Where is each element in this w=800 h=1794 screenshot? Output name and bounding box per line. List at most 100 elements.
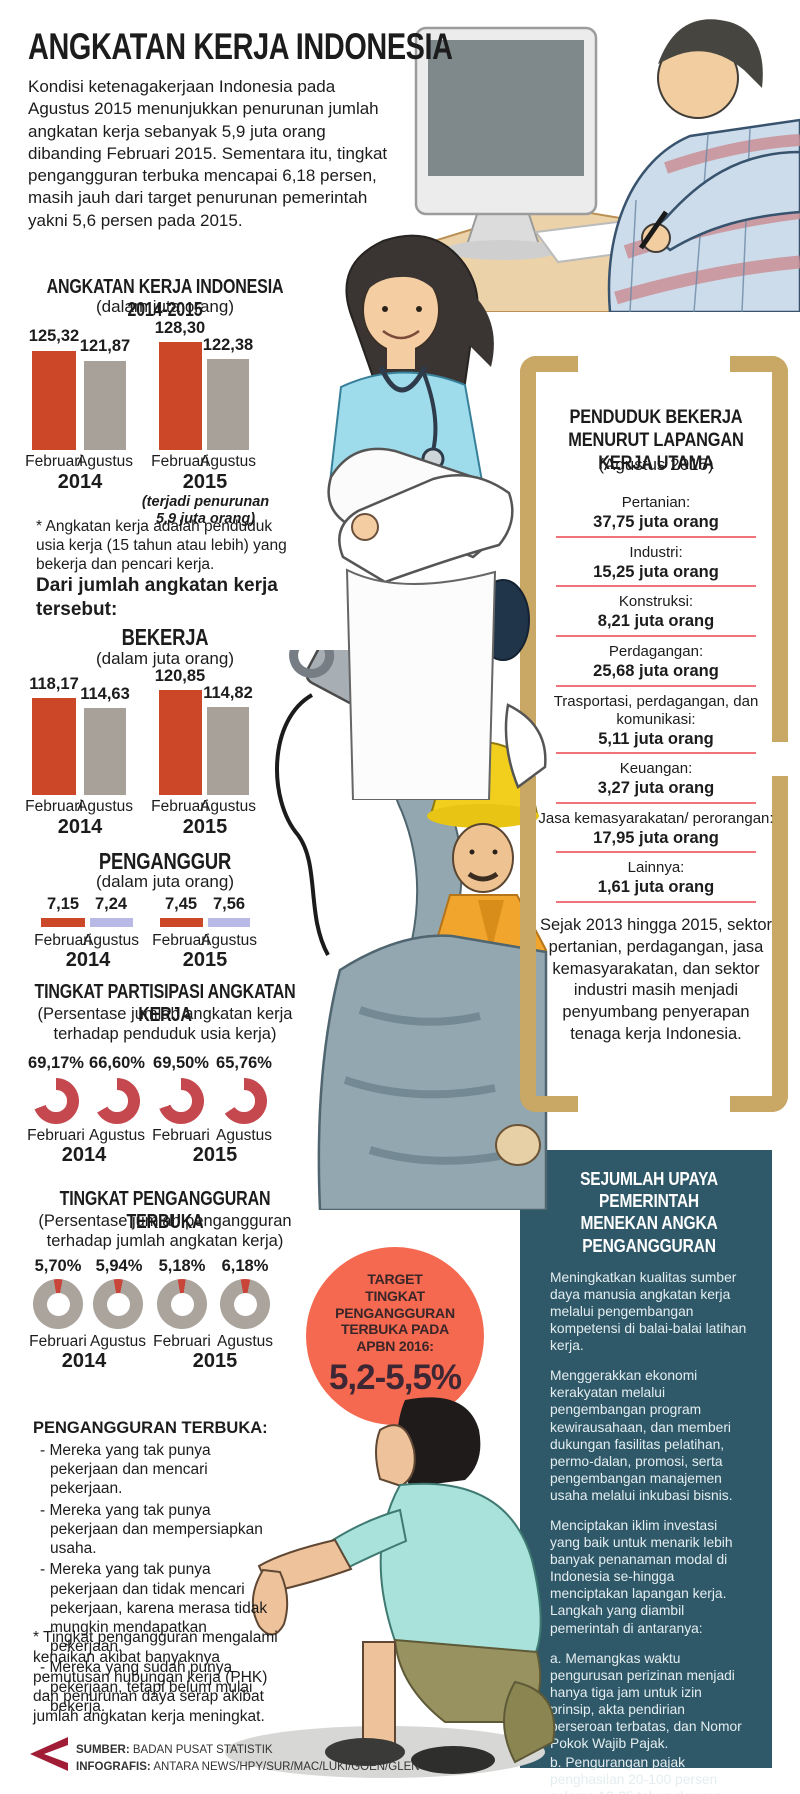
year-label: 2015 bbox=[182, 949, 228, 971]
divider bbox=[556, 634, 756, 637]
sector-value: 15,25 juta orang bbox=[593, 562, 719, 581]
footer-infografis: INFOGRAFIS: ANTARA NEWS/HPY/SUR/MAC/LUKI… bbox=[76, 1759, 420, 1776]
lower-glove bbox=[495, 1124, 541, 1166]
pen bbox=[638, 210, 669, 250]
donut-value: 6,18% bbox=[221, 1257, 269, 1275]
month-label: Februari bbox=[151, 798, 209, 815]
sumber-label: SUMBER: bbox=[76, 1744, 130, 1756]
man-at-desk-illustration bbox=[398, 19, 800, 312]
divider bbox=[556, 801, 756, 804]
upaya-panel: SEJUMLAH UPAYA PEMERINTAH MENEKAN ANGKA … bbox=[520, 1150, 772, 1794]
upaya-title: SEJUMLAH UPAYA PEMERINTAH MENEKAN ANGKA … bbox=[580, 1168, 718, 1256]
strip-value: 7,56 bbox=[212, 895, 246, 913]
sector-label: Lainnya: bbox=[627, 859, 685, 877]
right-panel-subtitle: (Agustus 2015) bbox=[598, 455, 714, 474]
donut-value: 5,70% bbox=[34, 1257, 82, 1275]
sector-label: Keuangan: bbox=[619, 760, 693, 778]
bracket-bottom-right bbox=[730, 1038, 788, 1112]
coat-sleeve bbox=[504, 703, 547, 789]
worker-face bbox=[452, 823, 514, 893]
divider bbox=[556, 851, 756, 854]
definition-bullet: Mereka yang sudah punya pekerjaan, tetap… bbox=[40, 1658, 280, 1716]
chart-title-bekerja: BEKERJA bbox=[121, 624, 209, 650]
bar bbox=[207, 359, 249, 450]
nurse-hand bbox=[351, 513, 379, 541]
mustache bbox=[467, 871, 499, 882]
right-panel-items: Pertanian: 37,75 juta orang Industri: 15… bbox=[536, 494, 776, 1046]
bangs bbox=[363, 254, 442, 297]
upaya-paragraph: b. Pengurangan pajak penghasilan 20-100 … bbox=[550, 1755, 722, 1794]
angkatan-footnote: * Angkatan kerja adalah penduduk usia ke… bbox=[36, 518, 287, 573]
chart-subtitle-bekerja: (dalam juta orang) bbox=[96, 649, 234, 668]
coat-arm-left bbox=[338, 473, 514, 584]
neck bbox=[387, 347, 415, 369]
bar-value: 121,87 bbox=[79, 337, 131, 356]
sector-item: Industri: 15,25 juta orang bbox=[536, 544, 776, 588]
donut-chart bbox=[33, 1279, 83, 1329]
upaya-paragraph: Menciptakan iklim investasi yang baik un… bbox=[550, 1517, 733, 1636]
strip-value: 7,45 bbox=[164, 895, 198, 913]
bar-value: 128,30 bbox=[154, 318, 206, 337]
monitor-base bbox=[445, 240, 561, 260]
coat-body bbox=[345, 568, 497, 800]
month-label: Februari bbox=[29, 1333, 87, 1350]
angkatan-bar-chart: 125,32 121,87 128,30 122,38 bbox=[0, 300, 330, 450]
month-label: Agustus bbox=[88, 1127, 145, 1144]
foot bbox=[411, 1746, 495, 1774]
bar-value: 118,17 bbox=[29, 674, 79, 693]
year-label: 2014 bbox=[65, 949, 111, 971]
donut-chart bbox=[93, 1279, 143, 1329]
sector-value: 1,61 juta orang bbox=[597, 878, 715, 897]
bar bbox=[207, 707, 249, 795]
sector-value: 25,68 juta orang bbox=[593, 661, 719, 680]
upaya-paragraph: a. Memangkas waktu pengurusan perizinan … bbox=[550, 1650, 742, 1752]
chart-subtitle-partisipasi: (Persentase jumlah angkatan kerja terhad… bbox=[37, 1005, 293, 1044]
foot bbox=[325, 1738, 405, 1766]
definition-bullet: Mereka yang tak punya pekerjaan dan tida… bbox=[40, 1560, 280, 1656]
upaya-paragraph: Menggerakkan ekonomi kerakyatan melalui … bbox=[550, 1368, 733, 1503]
bar bbox=[84, 360, 126, 450]
bar-value: 114,63 bbox=[80, 684, 130, 703]
target-value: 5,2-5,5% bbox=[328, 1357, 462, 1397]
monitor-screen bbox=[428, 40, 584, 176]
chart-subtitle-penganggur: (dalam juta orang) bbox=[96, 872, 234, 891]
year-label: 2015 bbox=[192, 1350, 238, 1372]
month-label: Februari bbox=[25, 798, 83, 815]
target-line: TARGET bbox=[367, 1271, 423, 1287]
khaki-shorts bbox=[393, 1638, 542, 1723]
strip-value: 7,15 bbox=[46, 895, 80, 913]
bar-value: 114,82 bbox=[203, 684, 253, 703]
donut-value: 65,76% bbox=[216, 1054, 272, 1072]
sector-label: Jasa kemasyarakatan/ perorangan: bbox=[538, 809, 774, 827]
month-label: Februari bbox=[152, 932, 210, 949]
bar-value: 120,85 bbox=[154, 666, 206, 685]
year-label: 2014 bbox=[57, 471, 103, 493]
sector-item: Perdagangan: 25,68 juta orang bbox=[536, 643, 776, 687]
shorts-fold bbox=[503, 1680, 556, 1764]
bracket-left-strip bbox=[520, 776, 536, 1038]
donut-chart bbox=[220, 1279, 270, 1329]
aqua-shirt bbox=[379, 1482, 542, 1654]
donut-chart bbox=[94, 1078, 140, 1124]
divider bbox=[556, 684, 756, 687]
donut-value: 5,18% bbox=[158, 1257, 206, 1275]
between-heading: Dari jumlah angkatan kerja tersebut: bbox=[36, 575, 278, 620]
chart-subtitle-tpt: (Persentase jumlah pengangguran terhadap… bbox=[38, 1212, 292, 1251]
antara-logo-icon bbox=[30, 1737, 68, 1771]
strip-bar bbox=[160, 918, 203, 927]
bar bbox=[159, 690, 202, 795]
right-panel-title: PENDUDUK BEKERJA MENURUT LAPANGAN KERJA … bbox=[568, 406, 744, 474]
donut-chart bbox=[157, 1279, 207, 1329]
target-line: TINGKAT bbox=[365, 1287, 425, 1304]
month-label: Agustus bbox=[216, 1333, 273, 1350]
bracket-top-left bbox=[520, 356, 578, 474]
month-label: Agustus bbox=[76, 798, 133, 815]
donut-value: 66,60% bbox=[89, 1054, 145, 1072]
squat-hair bbox=[397, 1397, 481, 1487]
month-label: Agustus bbox=[82, 932, 139, 949]
footer-credits: SUMBER: BADAN PUSAT STATISTIK INFOGRAFIS… bbox=[76, 1742, 420, 1777]
sector-label: Industri: bbox=[629, 543, 683, 561]
chart-note: (terjadi penurunan 5,9 juta orang) bbox=[141, 494, 270, 528]
chart-subtitle-angkatan: (dalam juta orang) bbox=[96, 297, 234, 316]
